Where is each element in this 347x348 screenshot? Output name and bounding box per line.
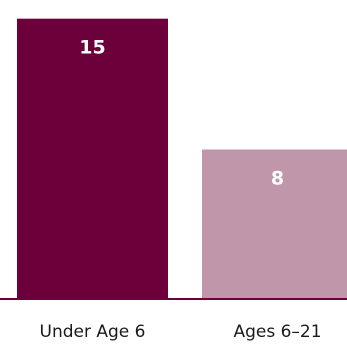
bar-1 [17, 18, 168, 299]
bar-2 [202, 149, 347, 299]
bar-value-label-2: 8 [271, 168, 284, 190]
bar-value-label-1: 15 [79, 37, 105, 59]
category-label-2: Ages 6–21 [233, 322, 321, 342]
category-label-1: Under Age 6 [40, 322, 146, 342]
